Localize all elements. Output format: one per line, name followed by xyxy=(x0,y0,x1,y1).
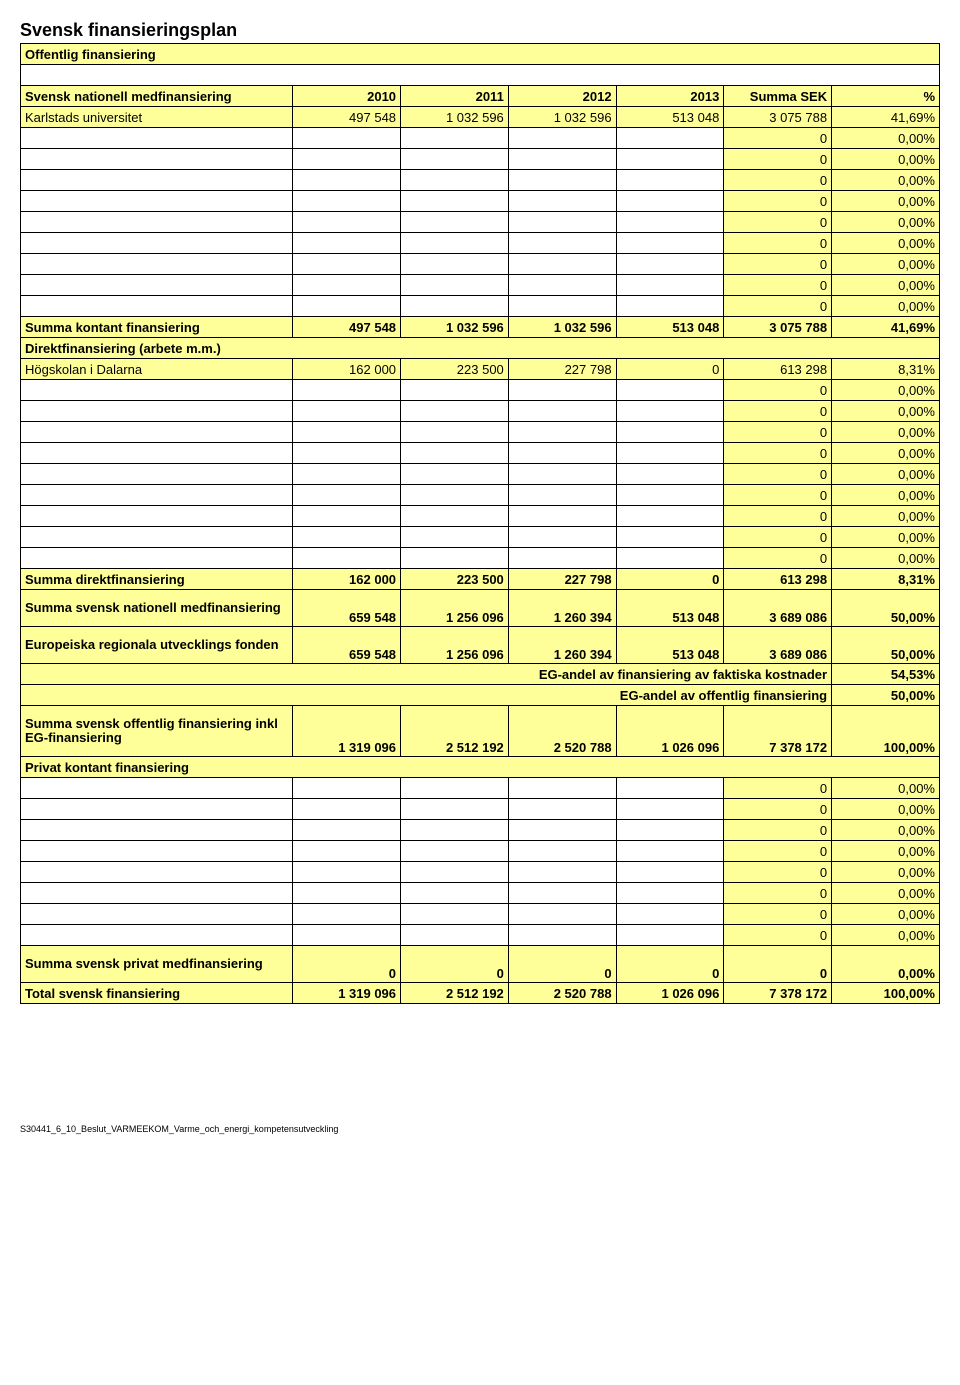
zero-row: 00,00% xyxy=(21,506,940,527)
section-offentlig: Offentlig finansiering xyxy=(21,44,940,65)
zero-row: 00,00% xyxy=(21,548,940,569)
zero-row: 00,00% xyxy=(21,464,940,485)
row-summa-nationell: Summa svensk nationell medfinansiering 6… xyxy=(21,590,940,627)
zero-row: 00,00% xyxy=(21,128,940,149)
footer-text: S30441_6_10_Beslut_VARMEEKOM_Varme_och_e… xyxy=(20,1124,940,1134)
zero-row: 00,00% xyxy=(21,778,940,799)
zero-row: 00,00% xyxy=(21,841,940,862)
row-summa-kontant: Summa kontant finansiering 497 548 1 032… xyxy=(21,317,940,338)
zero-row: 00,00% xyxy=(21,925,940,946)
row-karlstad: Karlstads universitet 497 548 1 032 596 … xyxy=(21,107,940,128)
zero-row: 00,00% xyxy=(21,149,940,170)
spacer-row xyxy=(21,65,940,86)
page-title: Svensk finansieringsplan xyxy=(20,20,940,41)
financing-table: Offentlig finansiering Svensk nationell … xyxy=(20,43,940,1004)
row-summa-direkt: Summa direktfinansiering 162 000 223 500… xyxy=(21,569,940,590)
row-europeiska: Europeiska regionala utvecklings fonden … xyxy=(21,627,940,664)
zero-row: 00,00% xyxy=(21,380,940,401)
zero-row: 00,00% xyxy=(21,296,940,317)
zero-row: 00,00% xyxy=(21,212,940,233)
zero-row: 00,00% xyxy=(21,422,940,443)
header-row: Svensk nationell medfinansiering 2010 20… xyxy=(21,86,940,107)
zero-row: 00,00% xyxy=(21,233,940,254)
row-privat-header: Privat kontant finansiering xyxy=(21,757,940,778)
zero-row: 00,00% xyxy=(21,883,940,904)
zero-row: 00,00% xyxy=(21,904,940,925)
zero-row: 00,00% xyxy=(21,254,940,275)
row-summa-privat: Summa svensk privat medfinansiering 0 0 … xyxy=(21,946,940,983)
zero-row: 00,00% xyxy=(21,275,940,296)
zero-row: 00,00% xyxy=(21,191,940,212)
zero-row: 00,00% xyxy=(21,443,940,464)
zero-row: 00,00% xyxy=(21,862,940,883)
row-eg1: EG-andel av finansiering av faktiska kos… xyxy=(21,664,940,685)
zero-row: 00,00% xyxy=(21,485,940,506)
row-summa-offentlig: Summa svensk offentlig finansiering inkl… xyxy=(21,706,940,757)
zero-row: 00,00% xyxy=(21,820,940,841)
zero-row: 00,00% xyxy=(21,401,940,422)
row-total: Total svensk finansiering 1 319 096 2 51… xyxy=(21,983,940,1004)
row-eg2: EG-andel av offentlig finansiering 50,00… xyxy=(21,685,940,706)
row-dalarna: Högskolan i Dalarna 162 000 223 500 227 … xyxy=(21,359,940,380)
row-direktfin-header: Direktfinansiering (arbete m.m.) xyxy=(21,338,940,359)
zero-row: 00,00% xyxy=(21,799,940,820)
zero-row: 00,00% xyxy=(21,527,940,548)
zero-row: 00,00% xyxy=(21,170,940,191)
